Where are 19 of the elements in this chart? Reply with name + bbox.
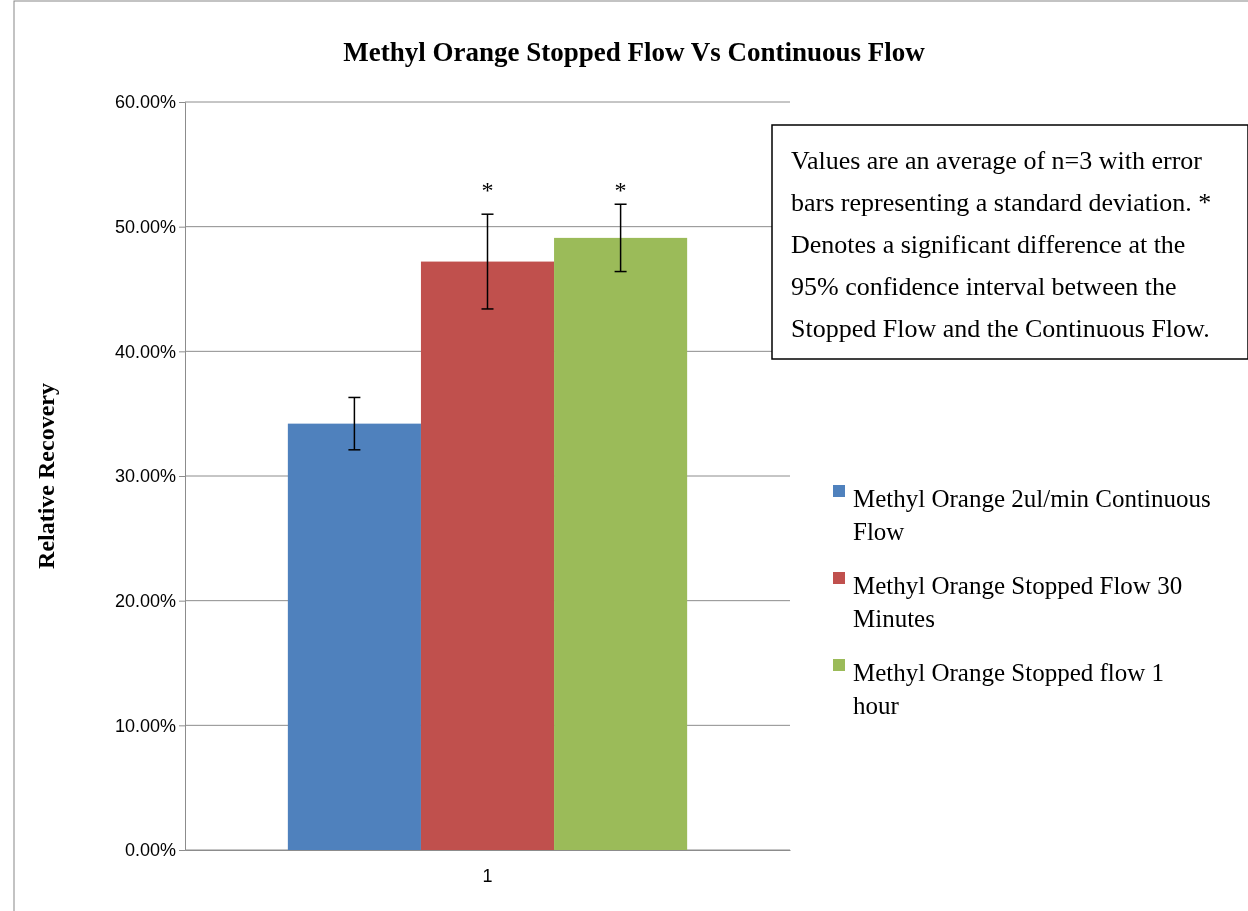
legend-label: Methyl Orange Stopped Flow 30 Minutes bbox=[853, 572, 1183, 632]
chart-title: Methyl Orange Stopped Flow Vs Continuous Flow bbox=[343, 37, 926, 67]
y-axis-title: Relative Recovery bbox=[33, 383, 59, 569]
y-tick-label: 10.00% bbox=[114, 715, 176, 736]
bar bbox=[287, 423, 421, 850]
legend-label: Methyl Orange Stopped flow 1 hour bbox=[853, 659, 1165, 719]
legend-label: Methyl Orange 2ul/min Continuous Flow bbox=[853, 485, 1211, 545]
y-tick-label: 40.00% bbox=[114, 341, 176, 362]
y-tick-label: 30.00% bbox=[114, 466, 176, 487]
bar bbox=[554, 237, 688, 850]
y-tick-label: 0.00% bbox=[124, 840, 176, 861]
y-tick-label: 20.00% bbox=[114, 590, 176, 611]
text: Values are an average of n=3 with error bars representing a standard deviation. * Denotes a significant difference at the 95% confidence interval between the Stopped Flow and the Continuous Flow. bbox=[791, 146, 1212, 343]
y-tick-label: 60.00% bbox=[114, 92, 176, 113]
annotation: * bbox=[614, 177, 627, 203]
x-tick-label: 1 bbox=[482, 865, 493, 886]
annotation: * bbox=[481, 177, 494, 203]
y-tick-label: 50.00% bbox=[114, 216, 176, 237]
bar bbox=[420, 261, 555, 850]
